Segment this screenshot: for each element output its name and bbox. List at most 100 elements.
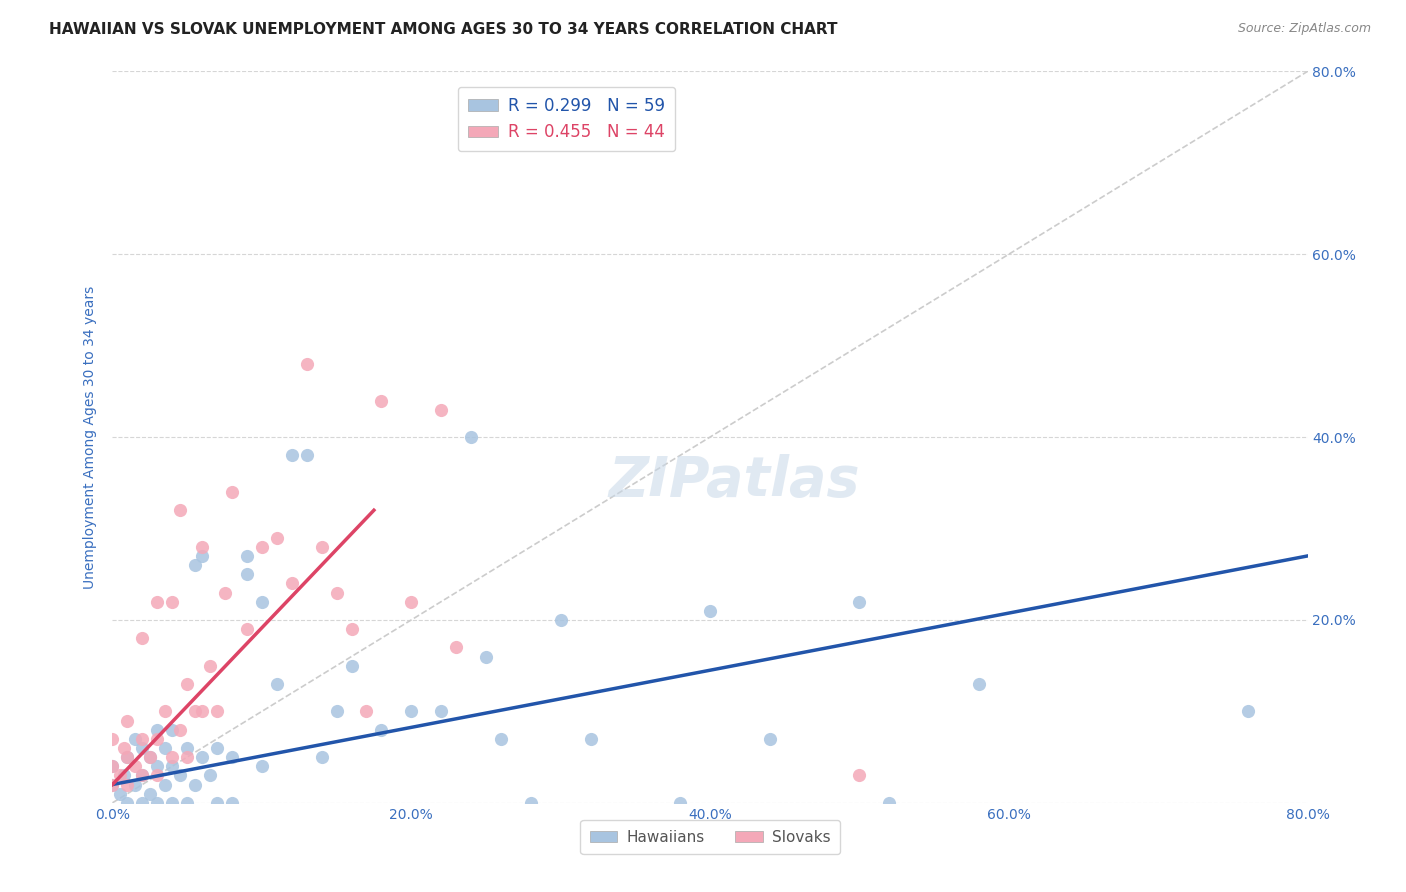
Point [139,750,162,764]
Point [176,796,198,810]
Point [236,622,259,636]
Point [1237,705,1260,719]
Point [221,750,243,764]
Point [101,778,124,792]
Point [236,567,259,582]
Point [139,787,162,801]
Point [146,759,169,773]
Point [114,768,135,782]
Point [325,705,347,719]
Text: HAWAIIAN VS SLOVAK UNEMPLOYMENT AMONG AGES 30 TO 34 YEARS CORRELATION CHART: HAWAIIAN VS SLOVAK UNEMPLOYMENT AMONG AG… [49,22,838,37]
Point [198,768,221,782]
Point [266,677,288,691]
Point [370,723,392,737]
Point [153,705,176,719]
Point [205,705,228,719]
Point [176,740,198,755]
Text: ZIPatlas: ZIPatlas [609,454,859,508]
Point [117,714,139,728]
Point [131,632,153,646]
Point [146,796,169,810]
Point [131,740,153,755]
Point [236,549,259,563]
Point [430,705,453,719]
Point [131,731,153,746]
Point [191,549,214,563]
Point [295,448,318,462]
Point [183,705,205,719]
Point [124,731,146,746]
Point [124,759,146,773]
Point [117,750,139,764]
Point [401,705,423,719]
Point [311,540,333,554]
Point [221,485,243,500]
Point [266,531,288,545]
Point [879,796,901,810]
Point [153,778,176,792]
Text: Source: ZipAtlas.com: Source: ZipAtlas.com [1237,22,1371,36]
Point [108,768,131,782]
Point [162,594,183,608]
Point [848,768,870,782]
Point [124,778,146,792]
Point [176,750,198,764]
Point [183,778,205,792]
Point [848,594,870,608]
Point [146,594,169,608]
Point [117,796,139,810]
Y-axis label: Unemployment Among Ages 30 to 34 years: Unemployment Among Ages 30 to 34 years [83,285,97,589]
Point [153,740,176,755]
Point [131,768,153,782]
Point [281,576,304,591]
Point [520,796,543,810]
Point [205,796,228,810]
Point [169,723,191,737]
Point [311,750,333,764]
Point [430,402,453,417]
Point [221,796,243,810]
Point [295,357,318,371]
Point [117,778,139,792]
Point [475,649,498,664]
Point [205,740,228,755]
Point [444,640,467,655]
Point [579,731,602,746]
Point [162,723,183,737]
Point [214,585,236,599]
Point [101,759,124,773]
Point [169,503,191,517]
Point [162,750,183,764]
Point [550,613,572,627]
Point [967,677,990,691]
Point [162,796,183,810]
Point [340,658,363,673]
Point [162,759,183,773]
Point [131,768,153,782]
Point [191,750,214,764]
Point [250,594,273,608]
Point [699,604,721,618]
Point [101,731,124,746]
Point [281,448,304,462]
Point [101,759,124,773]
Point [401,594,423,608]
Point [370,393,392,408]
Point [183,558,205,573]
Point [460,430,482,444]
Point [146,768,169,782]
Point [489,731,512,746]
Point [325,585,347,599]
Point [146,723,169,737]
Point [146,731,169,746]
Point [139,750,162,764]
Point [101,778,124,792]
Point [250,759,273,773]
Point [669,796,692,810]
Point [117,750,139,764]
Point [176,677,198,691]
Point [250,540,273,554]
Point [131,796,153,810]
Point [759,731,782,746]
Point [191,540,214,554]
